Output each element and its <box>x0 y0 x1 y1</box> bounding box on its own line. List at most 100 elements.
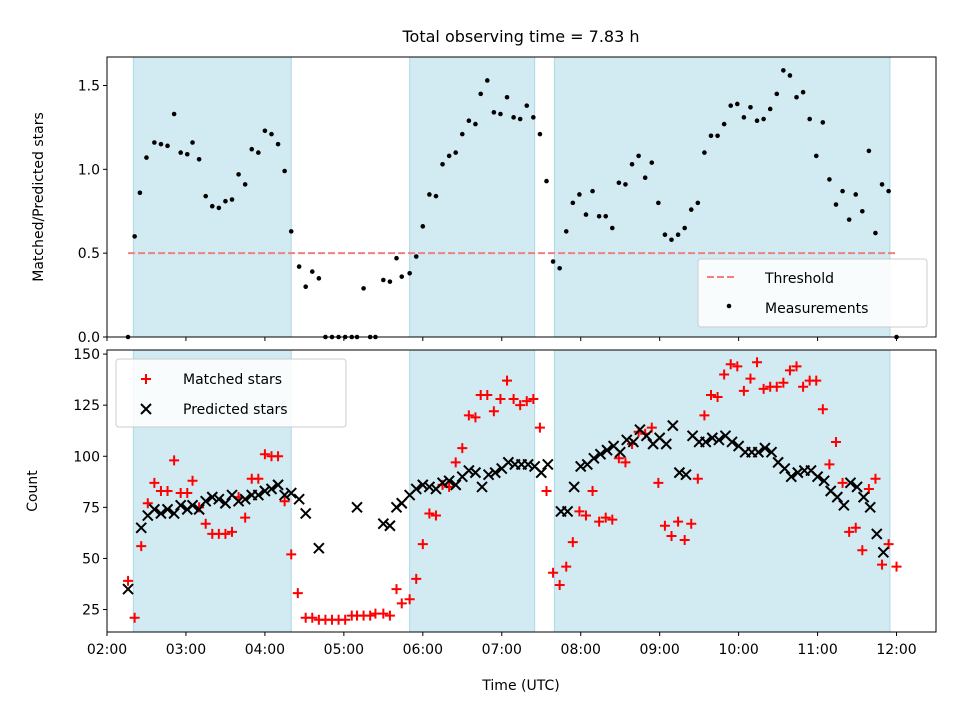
predicted-point <box>522 458 534 471</box>
predicted-point <box>161 503 174 516</box>
measurement-point <box>886 188 891 194</box>
y-tick-label: 75 <box>82 500 100 516</box>
matched-point <box>844 526 855 537</box>
measurement-point <box>853 192 859 197</box>
predicted-point <box>680 468 692 481</box>
count-y-axis: 25 50 75 100 125 150 <box>73 347 107 619</box>
predicted-point <box>621 434 633 446</box>
measurement-point <box>399 274 405 279</box>
measurement-point <box>184 151 190 157</box>
measurement-point <box>158 141 164 147</box>
predicted-point <box>186 499 199 512</box>
measurement-point <box>216 205 222 211</box>
measurement-point <box>433 193 439 199</box>
predicted-point <box>575 460 587 473</box>
measurement-point <box>636 153 641 159</box>
predicted-point <box>627 436 640 448</box>
legend-measurement-label: Measurements <box>765 301 868 317</box>
matched-point <box>686 518 697 529</box>
measurement-point <box>132 234 137 239</box>
measurement-point <box>794 94 799 100</box>
matched-point <box>877 559 888 570</box>
matched-point <box>699 410 710 421</box>
matched-point <box>857 545 868 556</box>
matched-point <box>495 394 506 405</box>
matched-point <box>307 612 318 623</box>
x-tick-label: 07:00 <box>482 642 522 658</box>
matched-point <box>830 436 841 447</box>
predicted-point <box>706 432 719 444</box>
chart-title: Total observing time = 7.83 h <box>401 27 639 46</box>
x-tick-label: 11:00 <box>797 642 837 658</box>
measurement-point <box>833 202 839 207</box>
matched-point <box>187 475 198 486</box>
matched-point <box>391 584 402 595</box>
count-y-axis-label: Count <box>25 470 41 512</box>
matched-point <box>679 535 690 546</box>
measurement-point <box>517 116 523 122</box>
x-tick-label: 12:00 <box>876 642 916 658</box>
matched-point <box>424 508 435 519</box>
ratio-plot-frame <box>106 56 937 338</box>
legend-threshold-label: Threshold <box>764 271 834 287</box>
measurement-point <box>721 121 727 127</box>
legend-box <box>115 358 347 428</box>
predicted-point <box>168 507 180 520</box>
measurement-point <box>820 120 826 125</box>
matched-point <box>646 422 657 433</box>
predicted-point <box>561 505 574 518</box>
measurement-point <box>609 225 615 231</box>
matched-point <box>778 377 789 388</box>
matched-point <box>411 573 422 584</box>
measurement-point <box>616 180 622 186</box>
matched-point <box>253 473 264 484</box>
predicted-point <box>278 489 291 501</box>
measurement-point <box>669 237 674 243</box>
predicted-point <box>601 444 613 456</box>
ratio-legend: Threshold Measurements <box>697 258 928 328</box>
y-tick-label: 50 <box>82 551 100 567</box>
measurement-point <box>550 259 556 264</box>
predicted-point <box>877 546 890 559</box>
measurement-point <box>190 140 195 145</box>
measurement-point <box>840 188 845 194</box>
matched-point <box>653 477 664 488</box>
predicted-point <box>838 499 850 512</box>
matched-point <box>292 588 303 599</box>
measurement-point <box>767 106 773 112</box>
matched-point <box>396 598 407 609</box>
predicted-point <box>252 489 265 501</box>
measurement-point <box>275 141 281 147</box>
matched-point <box>824 459 835 470</box>
predicted-point <box>726 436 738 448</box>
ratio-y-axis-label: Matched/Predicted stars <box>31 112 47 282</box>
matched-point <box>567 537 578 548</box>
matched-point <box>508 394 519 405</box>
measurement-point <box>827 177 832 182</box>
predicted-point <box>135 522 147 534</box>
matched-point <box>430 510 441 521</box>
y-tick-label: 25 <box>82 603 100 619</box>
predicted-point <box>660 438 672 450</box>
measurement-point <box>152 140 157 145</box>
measurement-point <box>491 110 497 115</box>
predicted-point <box>219 497 232 509</box>
measurement-point <box>256 150 261 155</box>
matched-point <box>607 514 618 525</box>
x-tick-label: 08:00 <box>561 642 601 658</box>
x-tick-label: 05:00 <box>324 642 364 658</box>
predicted-point <box>871 528 883 540</box>
predicted-point <box>293 493 305 505</box>
predicted-point <box>752 446 765 458</box>
measurement-point <box>473 121 478 127</box>
predicted-point <box>351 501 363 514</box>
measurement-point <box>171 111 177 117</box>
measurement-point <box>800 89 806 95</box>
matched-point <box>142 498 153 509</box>
measurement-point <box>249 146 255 152</box>
measurement-point <box>165 143 170 149</box>
predicted-point <box>765 446 778 458</box>
measurement-point <box>453 150 459 155</box>
measurement-point <box>478 91 484 97</box>
